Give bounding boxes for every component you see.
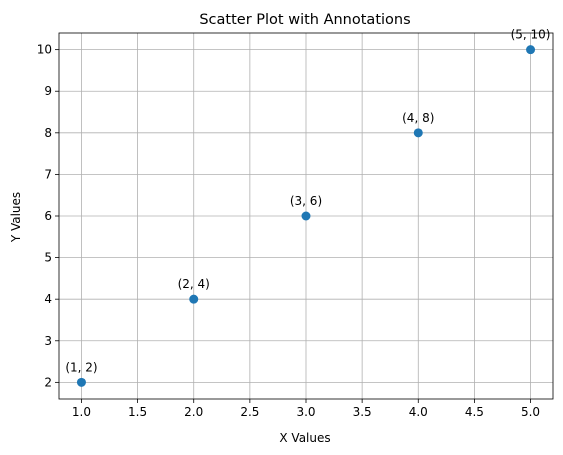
x-tick-label: 4.5 (465, 405, 484, 419)
x-tick-label: 1.5 (128, 405, 147, 419)
point-annotation: (5, 10) (511, 28, 551, 42)
x-tick-label: 3.5 (353, 405, 372, 419)
data-point (413, 128, 423, 138)
y-tick-label: 10 (37, 43, 52, 57)
y-tick-label: 4 (44, 292, 52, 306)
data-point (526, 45, 536, 55)
point-annotation: (4, 8) (402, 111, 434, 125)
y-axis-label: Y Values (9, 192, 23, 243)
data-point (76, 377, 86, 387)
y-tick-label: 7 (44, 167, 52, 181)
x-tick-label: 5.0 (521, 405, 540, 419)
x-tick-label: 4.0 (409, 405, 428, 419)
y-tick-label: 6 (44, 209, 52, 223)
data-points (76, 45, 536, 387)
y-tick-label: 3 (44, 334, 52, 348)
point-annotations: (1, 2) (2, 4) (3, 6) (4, 8) (5, 10) (65, 28, 550, 375)
point-annotation: (3, 6) (290, 194, 322, 208)
x-tick-label: 1.0 (72, 405, 91, 419)
y-tick-label: 5 (44, 251, 52, 265)
plot-area (58, 32, 554, 400)
point-annotation: (2, 4) (178, 277, 210, 291)
chart-title: Scatter Plot with Annotations (199, 12, 410, 28)
y-tick-label: 8 (44, 126, 52, 140)
x-axis-label: X Values (279, 431, 330, 445)
x-tick-label: 2.5 (240, 405, 259, 419)
y-tick-label: 2 (44, 375, 52, 389)
y-tick-label: 9 (44, 84, 52, 98)
data-point (301, 211, 311, 221)
point-annotation: (1, 2) (65, 360, 97, 374)
data-point (189, 294, 199, 304)
axis-ticks: 1.0 1.5 2.0 2.5 3.0 3.5 4.0 4.5 5.0 2 3 4 5 6 7 8 9 10 (37, 43, 540, 419)
x-tick-label: 2.0 (184, 405, 203, 419)
x-tick-label: 3.0 (296, 405, 315, 419)
